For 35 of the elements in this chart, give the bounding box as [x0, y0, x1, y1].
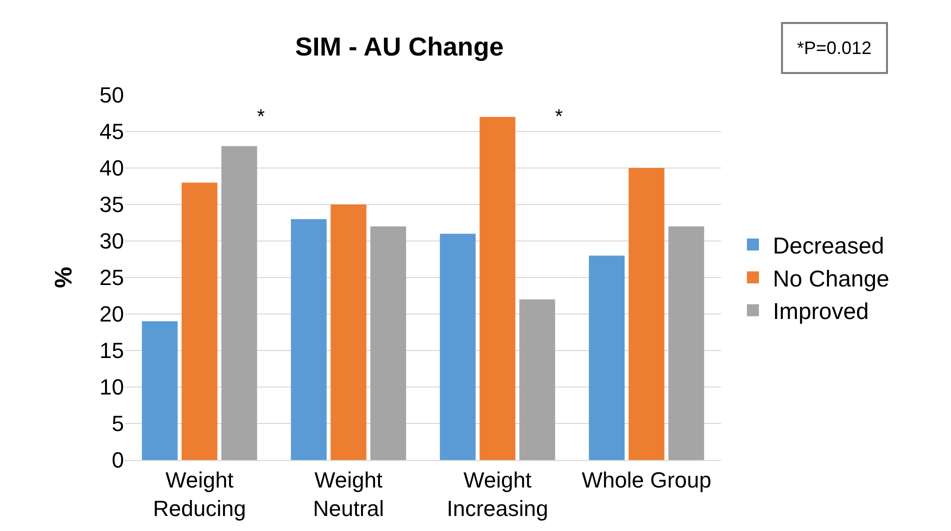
bar	[519, 299, 556, 460]
annotation: *	[257, 106, 265, 128]
text: *P=0.012	[797, 38, 872, 58]
y-tick-label: 10	[100, 374, 124, 400]
bar	[221, 146, 258, 460]
y-tick-label: 30	[100, 228, 124, 254]
bar	[480, 116, 516, 460]
x-tick-label: Weight Reducing	[153, 467, 246, 521]
y-tick-label: 0	[112, 448, 124, 473]
bar	[588, 256, 625, 460]
y-tick-label: 40	[100, 156, 124, 181]
y-tick-label: 15	[100, 338, 124, 364]
y-tick-label: 5	[112, 411, 124, 436]
y-tick-label: 35	[100, 192, 124, 218]
legend-label: No Change	[772, 265, 890, 292]
bar	[440, 234, 476, 460]
annotation: *	[555, 106, 563, 128]
y-tick-label: 50	[100, 82, 124, 108]
y-tick-label: 45	[100, 119, 124, 144]
legend-label: Decreased	[772, 232, 884, 258]
bar	[182, 182, 218, 460]
bar	[668, 226, 704, 460]
y-tick-label: 25	[100, 265, 124, 290]
bar	[330, 204, 366, 460]
bar	[370, 226, 406, 460]
bar	[290, 219, 327, 460]
x-tick-label: Weight Increasing	[446, 467, 548, 521]
chart-title: SIM - AU Change	[295, 31, 504, 62]
legend-label: Improved	[772, 298, 869, 324]
x-tick-label: Whole Group	[582, 467, 712, 492]
bar	[628, 168, 664, 460]
y-tick-label: 20	[100, 302, 124, 327]
bar	[142, 321, 178, 460]
x-tick-label: Weight Neutral	[313, 467, 384, 521]
y-axis-title: %	[50, 266, 78, 288]
